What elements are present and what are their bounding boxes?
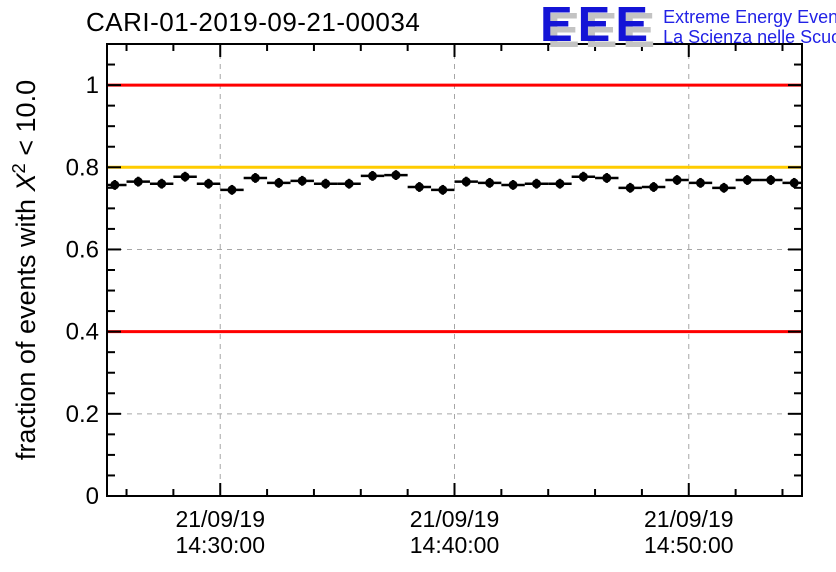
data-point bbox=[531, 179, 541, 189]
data-point bbox=[485, 178, 495, 188]
y-axis-title-prefix: fraction of events with bbox=[11, 191, 41, 461]
data-point bbox=[274, 178, 284, 188]
data-point bbox=[157, 179, 167, 189]
chi-exponent: 2 bbox=[8, 163, 29, 174]
data-point bbox=[204, 179, 214, 189]
y-tick-label: 0.2 bbox=[66, 401, 99, 428]
data-point bbox=[555, 179, 565, 189]
y-tick-label: 0.8 bbox=[66, 154, 99, 181]
data-point bbox=[227, 185, 237, 195]
data-point bbox=[649, 182, 659, 192]
y-tick-label: 1 bbox=[86, 72, 99, 99]
data-point bbox=[508, 180, 518, 190]
data-point bbox=[461, 177, 471, 187]
data-point bbox=[414, 182, 424, 192]
eee-logo: EEE Extreme Energy Events La Scienza nel… bbox=[540, 0, 836, 52]
data-point bbox=[250, 173, 260, 183]
x-tick-label-date: 21/09/19 bbox=[410, 506, 500, 532]
eee-logo-line1: Extreme Energy Events bbox=[663, 7, 836, 27]
data-point bbox=[578, 172, 588, 182]
data-point bbox=[321, 179, 331, 189]
y-tick-label: 0.4 bbox=[66, 319, 99, 346]
data-point bbox=[368, 171, 378, 181]
data-point bbox=[297, 176, 307, 186]
eee-logo-line2: La Scienza nelle Scuole bbox=[663, 27, 836, 47]
x-tick-label-date: 21/09/19 bbox=[175, 506, 265, 532]
data-point bbox=[766, 175, 776, 185]
data-point bbox=[180, 172, 190, 182]
x-tick-label-time: 14:50:00 bbox=[644, 532, 734, 558]
x-tick-label-time: 14:30:00 bbox=[175, 532, 265, 558]
x-tick-label-date: 21/09/19 bbox=[644, 506, 734, 532]
data-point bbox=[438, 185, 448, 195]
data-point bbox=[695, 178, 705, 188]
data-point bbox=[391, 170, 401, 180]
data-point bbox=[625, 183, 635, 193]
y-axis-title: fraction of events with X2 < 10.0 bbox=[0, 44, 41, 496]
eee-logo-text: Extreme Energy Events La Scienza nelle S… bbox=[663, 7, 836, 47]
data-point bbox=[344, 179, 354, 189]
eee-logo-letters: EEE bbox=[540, 0, 654, 52]
data-point bbox=[742, 175, 752, 185]
data-point bbox=[672, 175, 682, 185]
data-point bbox=[133, 177, 143, 187]
y-tick-label: 0.6 bbox=[66, 236, 99, 263]
y-axis-title-suffix: < 10.0 bbox=[11, 79, 41, 164]
data-point bbox=[789, 178, 799, 188]
data-point bbox=[602, 173, 612, 183]
data-series bbox=[107, 170, 802, 195]
x-tick-label-time: 14:40:00 bbox=[410, 532, 500, 558]
data-point bbox=[110, 180, 120, 190]
data-point bbox=[719, 183, 729, 193]
chi-symbol: X bbox=[11, 173, 41, 192]
y-tick-label: 0 bbox=[86, 483, 99, 510]
chart-title: CARI-01-2019-09-21-00034 bbox=[86, 7, 421, 37]
